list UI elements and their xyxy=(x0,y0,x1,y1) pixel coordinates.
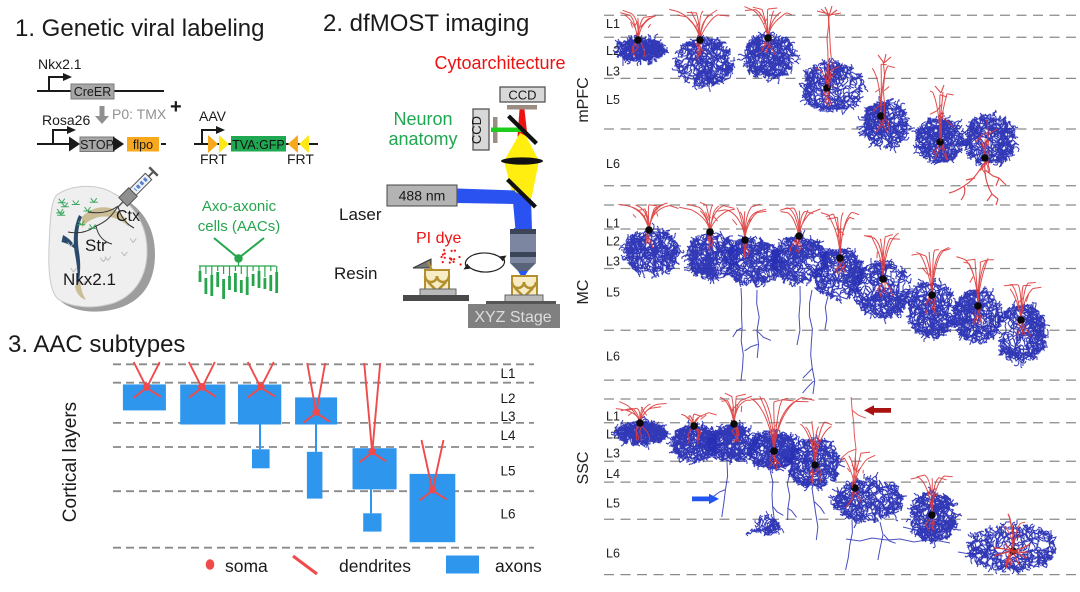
svg-text:dendrites: dendrites xyxy=(339,556,411,576)
svg-text:L1: L1 xyxy=(606,410,620,424)
svg-text:mPFC: mPFC xyxy=(575,77,592,122)
svg-text:L5: L5 xyxy=(606,286,620,300)
svg-text:L6: L6 xyxy=(606,157,620,171)
svg-text:flpo: flpo xyxy=(133,138,153,152)
svg-text:+: + xyxy=(170,96,182,118)
svg-text:SSC: SSC xyxy=(575,452,592,485)
svg-text:TVA:GFP: TVA:GFP xyxy=(232,138,285,152)
svg-text:L5: L5 xyxy=(606,497,620,511)
svg-text:Rosa26: Rosa26 xyxy=(42,112,90,128)
svg-text:1. Genetic viral labeling: 1. Genetic viral labeling xyxy=(15,15,264,42)
svg-text:anatomy: anatomy xyxy=(388,129,457,149)
svg-text:AAV: AAV xyxy=(199,108,227,124)
svg-text:L4: L4 xyxy=(500,428,516,443)
svg-text:soma: soma xyxy=(225,556,268,576)
svg-text:L2: L2 xyxy=(606,235,620,249)
svg-text:Nkx2.1: Nkx2.1 xyxy=(38,56,82,72)
svg-text:L6: L6 xyxy=(500,507,515,522)
svg-text:Str: Str xyxy=(85,236,107,255)
svg-text:Nkx2.1: Nkx2.1 xyxy=(63,270,116,289)
svg-text:L1: L1 xyxy=(500,366,515,381)
svg-text:Resin: Resin xyxy=(334,264,377,283)
svg-text:L1: L1 xyxy=(606,217,620,231)
svg-text:L3: L3 xyxy=(606,65,620,79)
svg-text:P0: TMX: P0: TMX xyxy=(112,106,167,122)
svg-text:L1: L1 xyxy=(606,17,620,31)
svg-text:FRT: FRT xyxy=(200,151,227,167)
svg-text:L3: L3 xyxy=(606,447,620,461)
svg-text:488 nm: 488 nm xyxy=(399,188,446,204)
svg-text:L3: L3 xyxy=(606,255,620,269)
svg-text:cells (AACs): cells (AACs) xyxy=(198,218,281,235)
svg-text:MC: MC xyxy=(575,280,592,305)
svg-text:Ctx: Ctx xyxy=(116,208,140,225)
svg-text:PI dye: PI dye xyxy=(416,230,461,247)
svg-text:Cortical layers: Cortical layers xyxy=(60,402,81,522)
svg-text:L4: L4 xyxy=(606,467,620,481)
svg-text:CreER: CreER xyxy=(74,85,112,99)
svg-text:L6: L6 xyxy=(606,350,620,364)
svg-text:Neuron: Neuron xyxy=(393,109,452,129)
svg-text:L3: L3 xyxy=(500,409,515,424)
svg-text:CCD: CCD xyxy=(508,88,536,103)
svg-text:L6: L6 xyxy=(606,547,620,561)
svg-text:L2: L2 xyxy=(500,391,515,406)
svg-text:FRT: FRT xyxy=(287,151,314,167)
svg-text:axons: axons xyxy=(495,556,542,576)
svg-text:3. AAC subtypes: 3. AAC subtypes xyxy=(8,331,185,358)
svg-text:CCD: CCD xyxy=(469,116,484,144)
svg-text:L5: L5 xyxy=(500,464,515,479)
svg-text:L5: L5 xyxy=(606,93,620,107)
svg-text:Laser: Laser xyxy=(339,205,382,224)
svg-text:Cytoarchitecture: Cytoarchitecture xyxy=(434,53,565,73)
svg-text:STOP: STOP xyxy=(80,138,114,152)
svg-text:Axo-axonic: Axo-axonic xyxy=(202,198,277,215)
svg-text:2. dfMOST imaging: 2. dfMOST imaging xyxy=(323,10,529,37)
svg-text:XYZ Stage: XYZ Stage xyxy=(474,309,551,326)
